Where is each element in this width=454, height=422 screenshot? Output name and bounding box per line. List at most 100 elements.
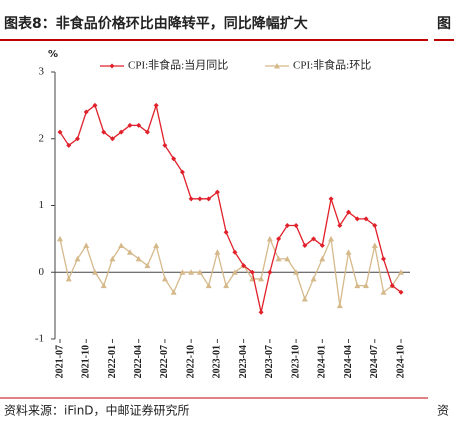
point <box>319 255 326 262</box>
point <box>144 262 151 269</box>
point <box>398 289 404 295</box>
point <box>275 255 282 262</box>
point <box>354 282 361 289</box>
point <box>197 196 203 202</box>
point <box>258 275 265 282</box>
point <box>302 243 308 249</box>
y-tick-label: 3 <box>39 66 45 78</box>
point <box>214 249 221 255</box>
point <box>276 236 282 242</box>
point <box>293 269 300 275</box>
point <box>372 223 378 229</box>
x-tick-label: 2024-10 <box>395 345 406 378</box>
x-tick-label: 2023-01 <box>212 345 223 378</box>
point <box>109 63 115 69</box>
point <box>380 289 387 295</box>
point <box>241 263 247 269</box>
point <box>205 282 212 289</box>
x-tick-label: 2022-07 <box>159 345 170 378</box>
source: 资料来源：iFinD，中邮证券研究所 <box>4 403 190 418</box>
point <box>66 142 72 148</box>
series-line <box>59 102 402 313</box>
y-tick-label: 0 <box>39 266 45 278</box>
x-tick-label: 2024-07 <box>369 345 380 378</box>
point <box>136 122 142 128</box>
x-tick-label: 2022-01 <box>107 345 118 378</box>
point <box>284 255 291 262</box>
point <box>118 242 125 249</box>
point <box>118 129 124 135</box>
point <box>301 295 308 302</box>
point <box>214 189 220 195</box>
point <box>135 255 142 262</box>
x-tick-label: 2023-07 <box>264 345 275 378</box>
point <box>83 242 90 249</box>
point <box>161 275 168 282</box>
next-source: 资 <box>437 404 449 418</box>
point <box>74 136 80 142</box>
point <box>346 209 352 215</box>
point <box>231 269 238 275</box>
point <box>371 242 378 249</box>
point <box>267 269 273 275</box>
x-tick-label: 2023-04 <box>238 345 249 378</box>
point <box>398 269 404 275</box>
x-tick-label: 2023-10 <box>290 345 301 378</box>
point <box>188 269 195 275</box>
x-tick-label: 2022-04 <box>133 345 144 378</box>
series-line <box>59 236 402 306</box>
x-tick-label: 2022-10 <box>185 345 196 378</box>
point <box>266 235 273 242</box>
figure-title: 图表8：非食品价格环比由降转平，同比降幅扩大 <box>4 15 308 32</box>
point <box>126 249 133 255</box>
point <box>284 223 290 229</box>
legend-label: CPI:非食品:当月同比 <box>128 58 228 72</box>
y-tick-label: 2 <box>39 132 45 144</box>
point <box>258 309 264 315</box>
point <box>171 156 177 162</box>
point <box>101 129 107 135</box>
point <box>83 109 89 115</box>
point <box>336 302 343 309</box>
point <box>109 136 115 142</box>
y-tick-label: -1 <box>35 333 44 345</box>
point <box>293 223 299 229</box>
next-figure-title: 图 <box>437 16 451 32</box>
legend-label: CPI:非食品:环比 <box>293 58 371 72</box>
x-tick-label: 2024-04 <box>343 345 354 378</box>
point <box>223 282 230 289</box>
point <box>206 196 212 202</box>
point <box>109 255 116 262</box>
point <box>223 229 229 235</box>
point <box>179 269 186 275</box>
x-tick-label: 2024-01 <box>317 345 328 378</box>
point <box>57 235 63 242</box>
y-unit: % <box>48 49 58 60</box>
point <box>91 269 98 275</box>
point <box>144 129 150 135</box>
point <box>310 275 317 282</box>
point <box>74 255 81 262</box>
point <box>65 275 72 282</box>
point <box>232 249 238 255</box>
point <box>363 282 370 289</box>
point <box>127 122 133 128</box>
point <box>100 282 107 289</box>
point <box>354 216 360 222</box>
point <box>319 243 325 249</box>
point <box>274 63 280 69</box>
x-tick-label: 2021-10 <box>81 345 92 378</box>
point <box>188 196 194 202</box>
point <box>196 269 203 275</box>
point <box>389 283 395 289</box>
point <box>249 269 255 275</box>
point <box>170 289 177 295</box>
point <box>92 102 98 108</box>
point <box>337 223 343 229</box>
point <box>311 236 317 242</box>
point <box>328 196 334 202</box>
point <box>345 249 352 255</box>
point <box>381 256 387 262</box>
point <box>57 129 63 135</box>
